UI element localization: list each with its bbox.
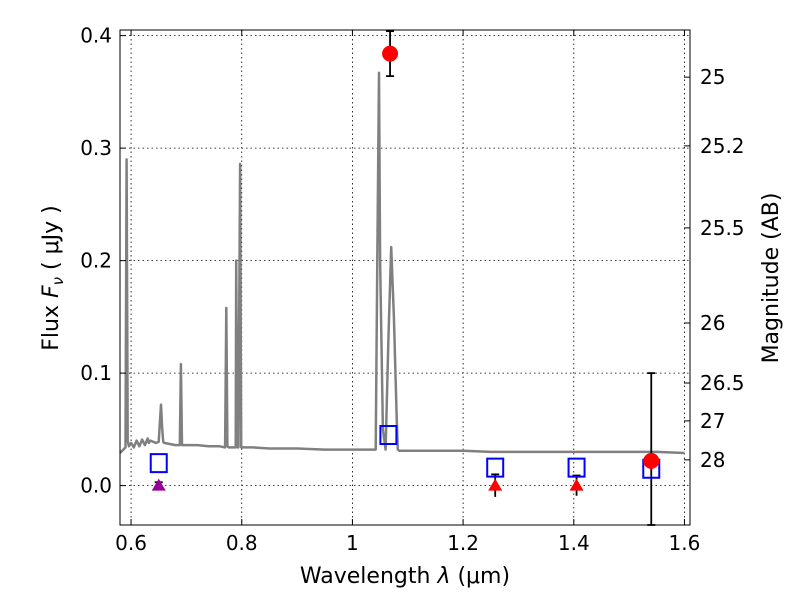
mag-tick-label: 27 xyxy=(700,409,725,433)
y-tick-label: 0.1 xyxy=(80,361,112,385)
grid xyxy=(120,30,690,525)
mag-tick-label: 28 xyxy=(700,448,725,472)
y-axis-label: Flux Fν ( μJy ) xyxy=(39,205,67,350)
x-tick-label: 1.6 xyxy=(669,531,701,555)
x-axis-label: Wavelength λ (μm) xyxy=(300,564,510,589)
plot-background xyxy=(120,30,690,525)
detection-point xyxy=(643,452,660,469)
x-tick-label: 1.4 xyxy=(558,531,590,555)
model-point xyxy=(149,453,168,474)
spectrum-series xyxy=(119,71,685,455)
mag-tick-label: 26 xyxy=(700,311,725,335)
y-tick-label: 0.3 xyxy=(80,136,112,160)
y-tick-label: 0.2 xyxy=(80,249,112,273)
plot-frame xyxy=(119,29,691,526)
y2-axis-label: Magnitude (AB) xyxy=(759,193,784,364)
upper-limit-point xyxy=(569,478,584,491)
detection-point xyxy=(382,45,399,62)
markers xyxy=(149,45,661,491)
y-tick-label: 0.4 xyxy=(80,24,112,48)
mag-tick-label: 26.5 xyxy=(700,371,745,395)
mag-tick-label: 25.2 xyxy=(700,134,745,158)
x-tick-label: 1.2 xyxy=(447,531,479,555)
model-point xyxy=(567,457,586,478)
upper-limit-point xyxy=(488,478,503,491)
axis-ticks: 0.6 0.8 1 1.2 1.4 1.6 0.0 0.1 0.2 0.3 0.4 25 25.2 25.… xyxy=(80,24,744,555)
mag-tick-label: 25.5 xyxy=(700,216,745,240)
model-point xyxy=(486,457,505,478)
y-tick-label: 0.0 xyxy=(80,474,112,498)
upper-limit-point xyxy=(151,478,166,491)
x-tick-label: 0.6 xyxy=(115,531,147,555)
x-tick-label: 1 xyxy=(346,531,359,555)
x-tick-label: 0.8 xyxy=(226,531,258,555)
spectrum-line xyxy=(119,71,685,455)
model-point xyxy=(379,425,398,445)
mag-tick-label: 25 xyxy=(700,65,725,89)
